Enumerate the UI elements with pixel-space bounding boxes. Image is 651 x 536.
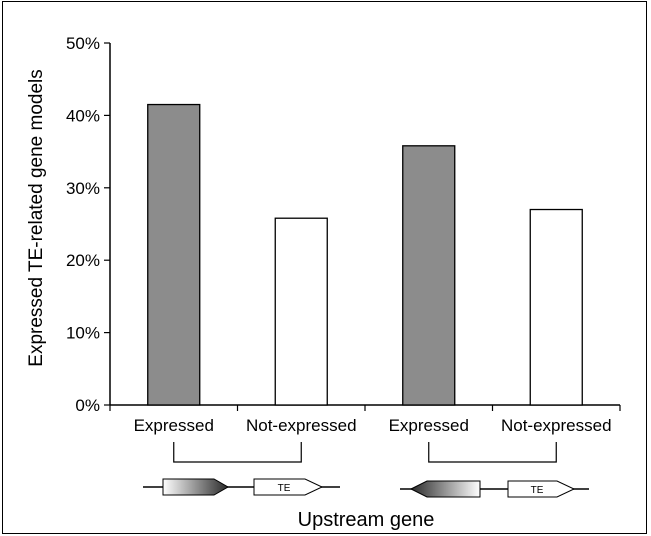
category-label: Expressed [134,416,214,435]
y-tick-label: 30% [66,179,100,198]
y-ticks: 0% 10% 20% 30% 40% 50% [66,34,110,415]
upstream-gene-arrow [162,478,230,496]
category-label: Expressed [389,416,469,435]
te-label: TE [278,483,291,494]
y-tick-label: 40% [66,106,100,125]
bars [147,103,583,406]
category-labels: Expressed Not-expressed Expressed Not-expre… [134,416,612,435]
gene-diagram-same-strand: TE [143,478,340,496]
te-arrow [507,480,576,498]
y-tick-label: 20% [66,251,100,270]
bar-1 [147,103,201,406]
group-bracket [428,442,557,463]
y-tick-label: 0% [75,396,100,415]
category-label: Not-expressed [501,416,612,435]
bar-2 [274,217,328,406]
y-tick-label: 50% [66,34,100,53]
x-axis-label: Upstream gene [298,509,435,531]
bar-4 [529,208,583,406]
y-axis-label: Expressed TE-related gene models [26,69,47,366]
y-tick-label: 10% [66,324,100,343]
group-bracket [173,442,302,463]
bar-3 [402,145,456,406]
te-arrow [253,478,324,496]
gene-diagram-opposite-strand: TE [400,480,589,498]
te-label: TE [531,485,544,496]
category-label: Not-expressed [246,416,357,435]
upstream-gene-arrow [409,480,481,498]
group-brackets [173,442,557,463]
